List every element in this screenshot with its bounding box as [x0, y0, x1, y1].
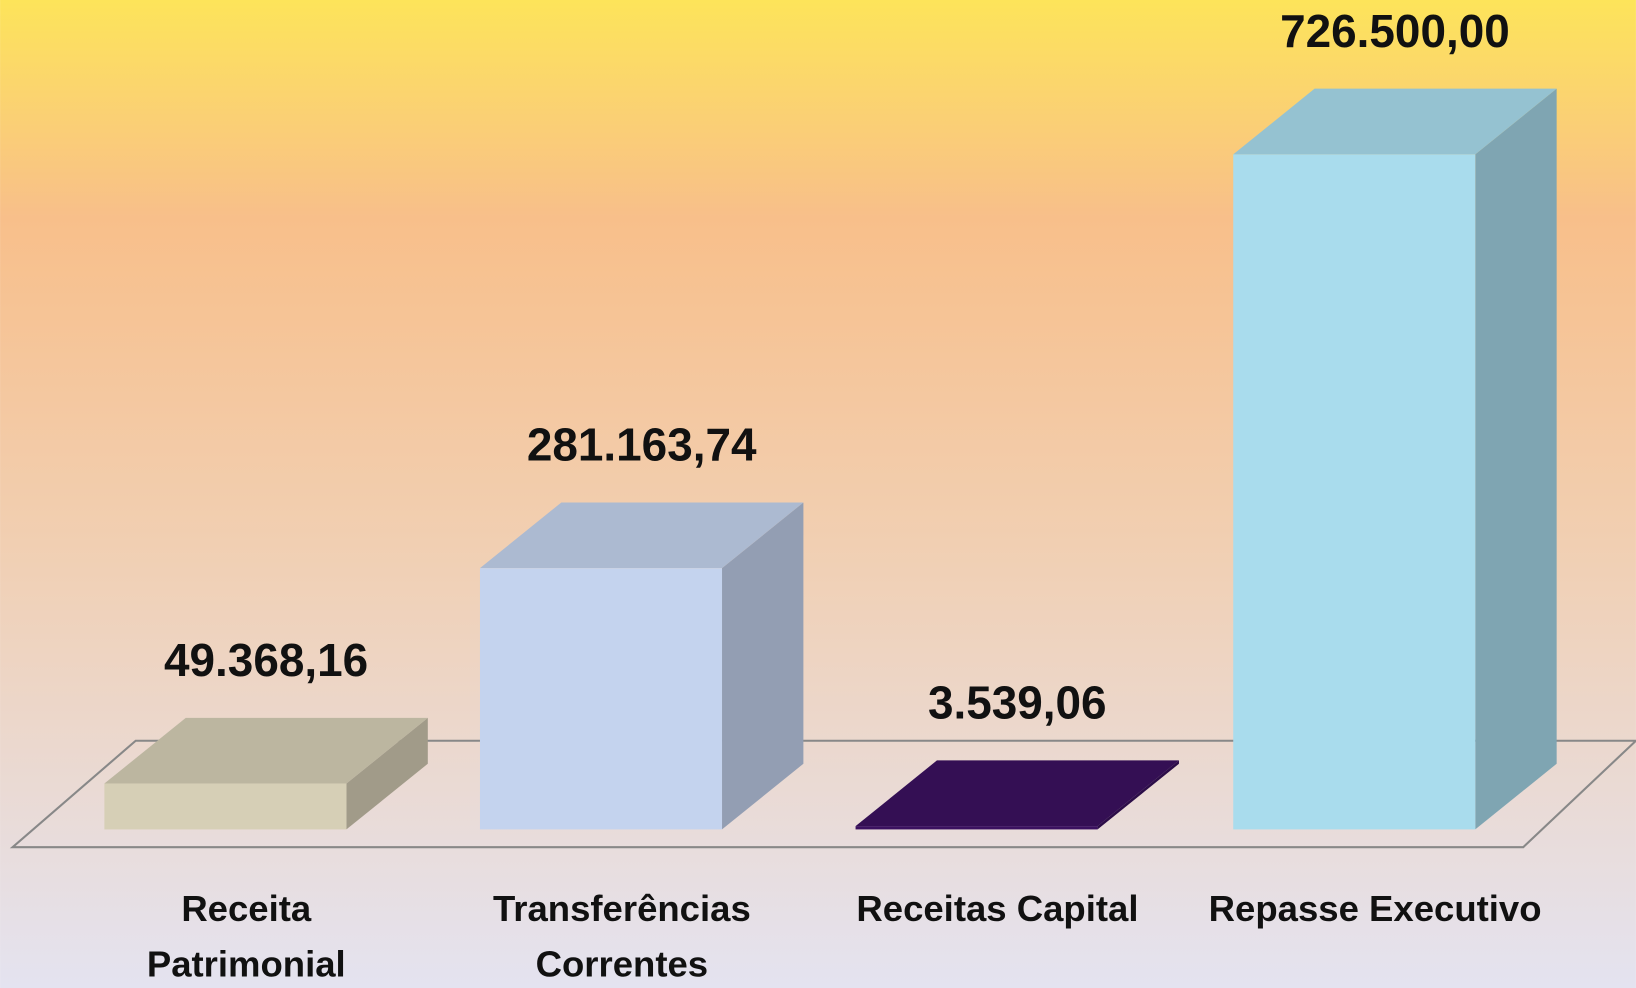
category-label-box: Receita Patrimonial [146, 888, 346, 985]
category-label-box: Repasse Executivo [1208, 888, 1542, 930]
data-label: 726.500,00 [1280, 5, 1510, 57]
category-label: Receita Patrimonial [146, 888, 346, 985]
bar-side [1475, 88, 1557, 830]
bar-top [855, 760, 1179, 827]
category-label: Repasse Executivo [1208, 888, 1542, 930]
bar-side [346, 717, 428, 830]
bar-front [855, 826, 1098, 830]
bar-front [479, 568, 723, 830]
bar-side [1097, 760, 1179, 830]
category-label-box: Transferências Correntes [492, 888, 751, 985]
bar-front [1233, 154, 1476, 830]
data-label: 49.368,16 [164, 634, 368, 686]
data-label: 281.163,74 [527, 419, 757, 471]
category-label-box: Receitas Capital [856, 888, 1139, 930]
data-label: 3.539,06 [928, 677, 1107, 729]
category-label: Transferências Correntes [492, 888, 751, 985]
bar-top [104, 717, 428, 784]
bar-front [104, 783, 347, 830]
category-label: Receitas Capital [856, 888, 1139, 930]
bar-top [479, 502, 804, 569]
bar-side [722, 502, 804, 830]
bar-top [1233, 88, 1557, 155]
